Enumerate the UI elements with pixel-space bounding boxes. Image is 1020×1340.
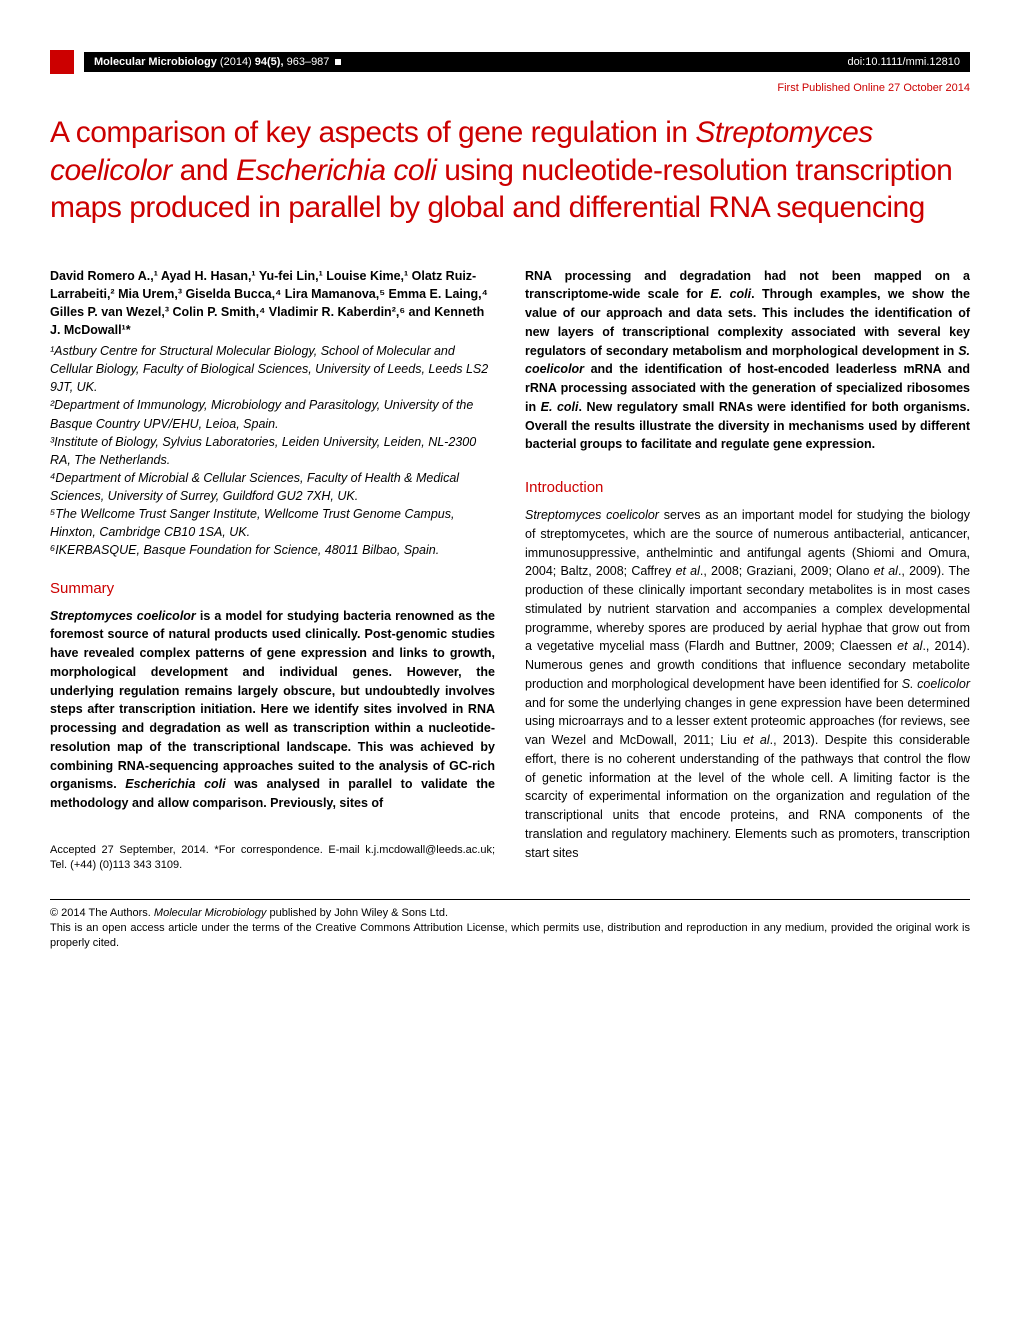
in-g: et al <box>897 639 922 653</box>
ac-b: E. coli <box>710 287 751 301</box>
title-mid: and <box>172 154 236 187</box>
in-e: et al <box>874 564 898 578</box>
abstract-continuation: RNA processing and degradation had not b… <box>525 267 970 455</box>
cp-b: Molecular Microbiology <box>154 907 267 919</box>
journal-left: Molecular Microbiology (2014) 94(5), 963… <box>94 56 341 68</box>
intro-paragraph: Streptomyces coelicolor serves as an imp… <box>525 506 970 862</box>
title-part1: A comparison of key aspects of gene regu… <box>50 116 695 149</box>
in-d: ., 2008; Graziani, 2009; Olano <box>700 564 874 578</box>
correspondence: Accepted 27 September, 2014. *For corres… <box>50 843 495 874</box>
in-i: S. coelicolor <box>902 677 970 691</box>
cp-a: © 2014 The Authors. <box>50 907 154 919</box>
summary-ecoli: Escherichia coli <box>125 777 225 791</box>
journal-year: (2014) <box>220 56 252 68</box>
left-column: David Romero A.,¹ Ayad H. Hasan,¹ Yu-fei… <box>50 267 495 874</box>
journal-info-bar: Molecular Microbiology (2014) 94(5), 963… <box>84 52 970 72</box>
end-marker <box>335 59 341 65</box>
ac-g: . New regulatory small RNAs were identif… <box>525 400 970 452</box>
in-k: et al <box>743 733 769 747</box>
doi: doi:10.1111/mmi.12810 <box>847 56 960 68</box>
pub-date: First Published Online 27 October 2014 <box>50 82 970 94</box>
summary-heading: Summary <box>50 580 495 597</box>
cp-c: published by John Wiley & Sons Ltd. <box>266 907 448 919</box>
title-italic2: Escherichia coli <box>236 154 436 187</box>
header-bar: Molecular Microbiology (2014) 94(5), 963… <box>50 50 970 74</box>
summary-b: is a model for studying bacteria renowne… <box>50 609 495 792</box>
summary-sp-italic: Streptomyces coelicolor <box>50 609 196 623</box>
license-text: This is an open access article under the… <box>50 921 970 952</box>
content-columns: David Romero A.,¹ Ayad H. Hasan,¹ Yu-fei… <box>50 267 970 874</box>
affiliations: ¹Astbury Centre for Structural Molecular… <box>50 342 495 560</box>
journal-name: Molecular Microbiology <box>94 56 217 68</box>
right-column: RNA processing and degradation had not b… <box>525 267 970 874</box>
affiliations-text: ¹Astbury Centre for Structural Molecular… <box>50 344 488 557</box>
article-title: A comparison of key aspects of gene regu… <box>50 114 970 227</box>
in-l: ., 2013). Despite this considerable effo… <box>525 733 970 860</box>
copyright: © 2014 The Authors. Molecular Microbiolo… <box>50 906 970 921</box>
summary-paragraph: Streptomyces coelicolor is a model for s… <box>50 607 495 813</box>
in-a: Streptomyces coelicolor <box>525 508 659 522</box>
in-c: et al <box>676 564 700 578</box>
journal-issue: 94(5), <box>255 56 284 68</box>
footer-divider: © 2014 The Authors. Molecular Microbiolo… <box>50 899 970 952</box>
journal-pages: 963–987 <box>287 56 330 68</box>
red-square-marker <box>50 50 74 74</box>
intro-heading: Introduction <box>525 479 970 496</box>
author-list: David Romero A.,¹ Ayad H. Hasan,¹ Yu-fei… <box>50 267 495 340</box>
ac-f: E. coli <box>541 400 579 414</box>
